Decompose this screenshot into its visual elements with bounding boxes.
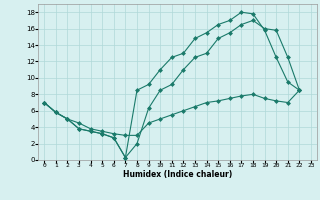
X-axis label: Humidex (Indice chaleur): Humidex (Indice chaleur) (123, 170, 232, 179)
